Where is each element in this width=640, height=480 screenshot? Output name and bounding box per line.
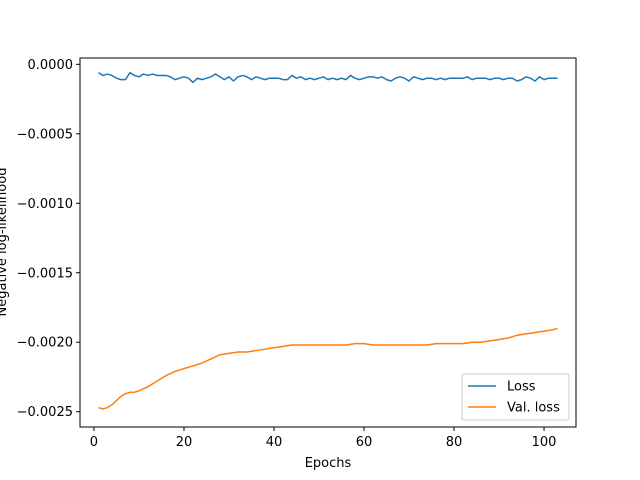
y-tick-label: −0.0005: [17, 127, 73, 142]
y-tick-label: −0.0020: [17, 336, 73, 351]
legend-label: Loss: [507, 380, 536, 395]
y-tick-label: −0.0010: [17, 197, 73, 212]
legend: Loss Val. loss: [461, 373, 570, 421]
x-tick-label: 0: [90, 435, 98, 450]
x-axis-label: Epochs: [305, 456, 352, 471]
y-axis-label: Negative log-likelihood: [0, 168, 10, 317]
y-tick-label: 0.0000: [28, 58, 74, 73]
plot-area: [80, 58, 576, 427]
x-tick-label: 20: [176, 435, 193, 450]
series-line-2: [98, 327, 558, 410]
y-tick-label: −0.0015: [17, 266, 73, 281]
x-tick-label: 60: [356, 435, 373, 450]
y-tick-label: −0.0025: [17, 405, 73, 420]
x-tick-label: 100: [532, 435, 557, 450]
x-tick-label: 40: [266, 435, 283, 450]
legend-label: Val. loss: [507, 401, 560, 416]
plot-frame: [79, 57, 577, 428]
series-line-1: [98, 71, 558, 84]
series-layer: [98, 71, 558, 410]
y-axis: 0.0000 −0.0005 −0.0010 −0.0015 −0.0020 −0.002…: [17, 58, 80, 420]
x-axis: 0 20 40 60 80 100: [90, 427, 557, 450]
x-tick-label: 80: [446, 435, 463, 450]
